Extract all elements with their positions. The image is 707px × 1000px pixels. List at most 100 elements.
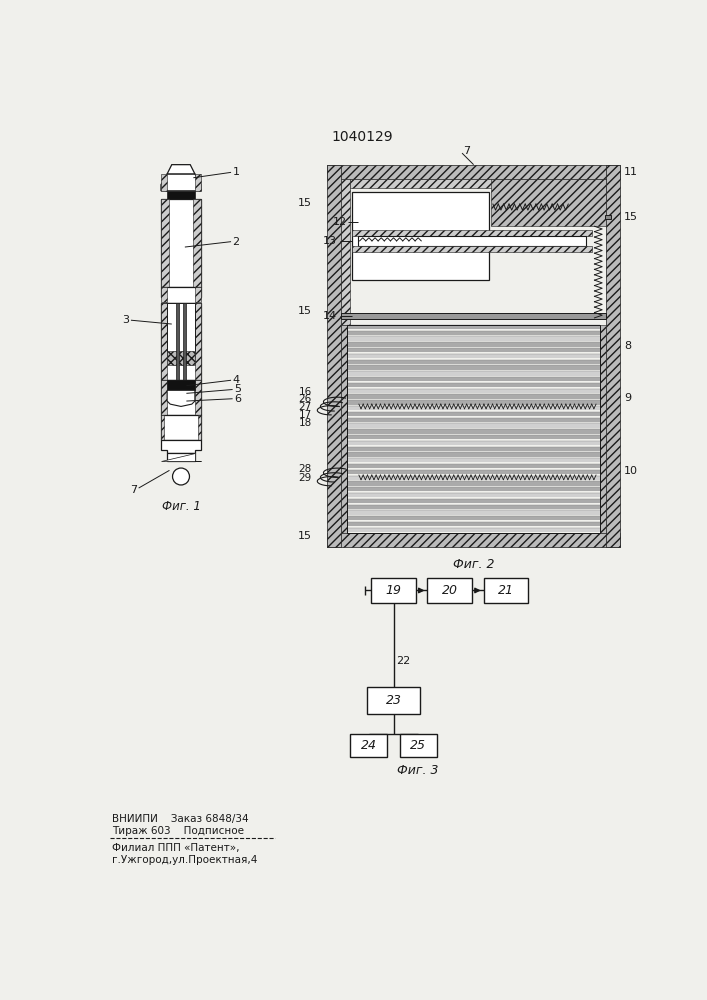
Text: Фиг. 1: Фиг. 1	[162, 500, 201, 513]
Bar	[182, 303, 187, 388]
Bar	[161, 174, 167, 191]
Text: 16: 16	[298, 387, 312, 397]
Bar	[347, 383, 600, 387]
Bar	[347, 505, 600, 509]
Bar	[347, 418, 600, 422]
Bar	[327, 533, 620, 547]
Text: 15: 15	[298, 531, 312, 541]
Text: 3: 3	[122, 315, 129, 325]
Bar	[347, 331, 600, 335]
Bar	[347, 406, 600, 410]
Bar	[347, 470, 600, 474]
Bar	[161, 380, 167, 415]
Bar	[347, 336, 600, 341]
Text: 1040129: 1040129	[331, 130, 393, 144]
Polygon shape	[161, 440, 201, 453]
Bar	[347, 412, 600, 416]
Polygon shape	[161, 453, 201, 461]
Text: 11: 11	[624, 167, 638, 177]
Text: Тираж 603    Подписное: Тираж 603 Подписное	[112, 826, 244, 836]
Bar	[606, 165, 620, 547]
Bar	[352, 192, 489, 280]
Bar	[347, 429, 600, 434]
Bar	[327, 165, 341, 547]
Text: 7: 7	[464, 146, 471, 156]
Text: 13: 13	[322, 236, 337, 246]
Text: Фиг. 3: Фиг. 3	[397, 764, 439, 777]
Polygon shape	[167, 390, 195, 406]
Text: 26: 26	[298, 394, 312, 404]
Bar	[347, 528, 600, 532]
Bar	[167, 191, 195, 199]
Text: 24: 24	[361, 739, 377, 752]
Bar	[198, 415, 201, 440]
Bar	[167, 351, 195, 365]
Bar	[161, 303, 201, 380]
Bar	[347, 435, 600, 439]
Bar	[347, 423, 600, 428]
Bar	[347, 447, 600, 451]
Bar	[347, 487, 600, 491]
Bar	[352, 230, 592, 236]
Text: 15: 15	[298, 198, 312, 208]
Text: 27: 27	[298, 402, 312, 412]
Bar	[484, 578, 528, 603]
Text: 2: 2	[233, 237, 240, 247]
Text: 14: 14	[322, 311, 337, 321]
Bar	[195, 174, 201, 191]
Polygon shape	[167, 165, 195, 174]
Text: Филиал ППП «Патент»,: Филиал ППП «Патент»,	[112, 843, 239, 853]
Polygon shape	[161, 287, 201, 303]
Bar	[352, 246, 592, 252]
Bar	[193, 199, 201, 287]
Bar	[399, 734, 437, 757]
Bar	[347, 476, 600, 480]
Text: 28: 28	[298, 464, 312, 474]
Bar	[347, 354, 600, 358]
Bar	[358, 236, 586, 246]
Text: 9: 9	[624, 393, 631, 403]
Bar	[347, 464, 600, 468]
Bar	[161, 415, 201, 440]
Bar	[428, 578, 472, 603]
Bar	[347, 481, 600, 486]
Bar	[491, 179, 606, 226]
Bar	[347, 365, 600, 370]
Bar	[161, 199, 169, 287]
Bar	[347, 516, 600, 520]
Bar	[341, 325, 347, 533]
Bar	[600, 325, 606, 533]
Text: 1: 1	[233, 167, 240, 177]
Bar	[604, 215, 611, 219]
Bar	[167, 303, 195, 357]
Bar	[347, 377, 600, 381]
Bar	[161, 380, 201, 415]
Text: 18: 18	[298, 418, 312, 428]
Bar	[351, 179, 606, 188]
Text: 25: 25	[410, 739, 426, 752]
Bar	[195, 380, 201, 415]
Text: ВНИИПИ    Заказ 6848/34: ВНИИПИ Заказ 6848/34	[112, 814, 248, 824]
Text: 21: 21	[498, 584, 514, 597]
Bar	[347, 522, 600, 526]
Text: 17: 17	[298, 410, 312, 420]
Bar	[347, 360, 600, 364]
Bar	[347, 371, 600, 376]
Bar	[347, 400, 600, 405]
Text: 29: 29	[298, 473, 312, 483]
Text: 8: 8	[624, 341, 631, 351]
Bar	[341, 313, 606, 319]
Bar	[347, 342, 600, 347]
Text: 15: 15	[298, 306, 312, 316]
Bar	[347, 441, 600, 445]
Bar	[341, 179, 351, 325]
Text: 10: 10	[624, 466, 638, 476]
Bar	[327, 165, 620, 179]
Bar	[161, 415, 164, 440]
Bar	[347, 458, 600, 462]
Text: 7: 7	[130, 485, 137, 495]
Bar	[347, 348, 600, 352]
Circle shape	[173, 468, 189, 485]
Text: 22: 22	[397, 656, 411, 666]
Text: 12: 12	[332, 217, 346, 227]
